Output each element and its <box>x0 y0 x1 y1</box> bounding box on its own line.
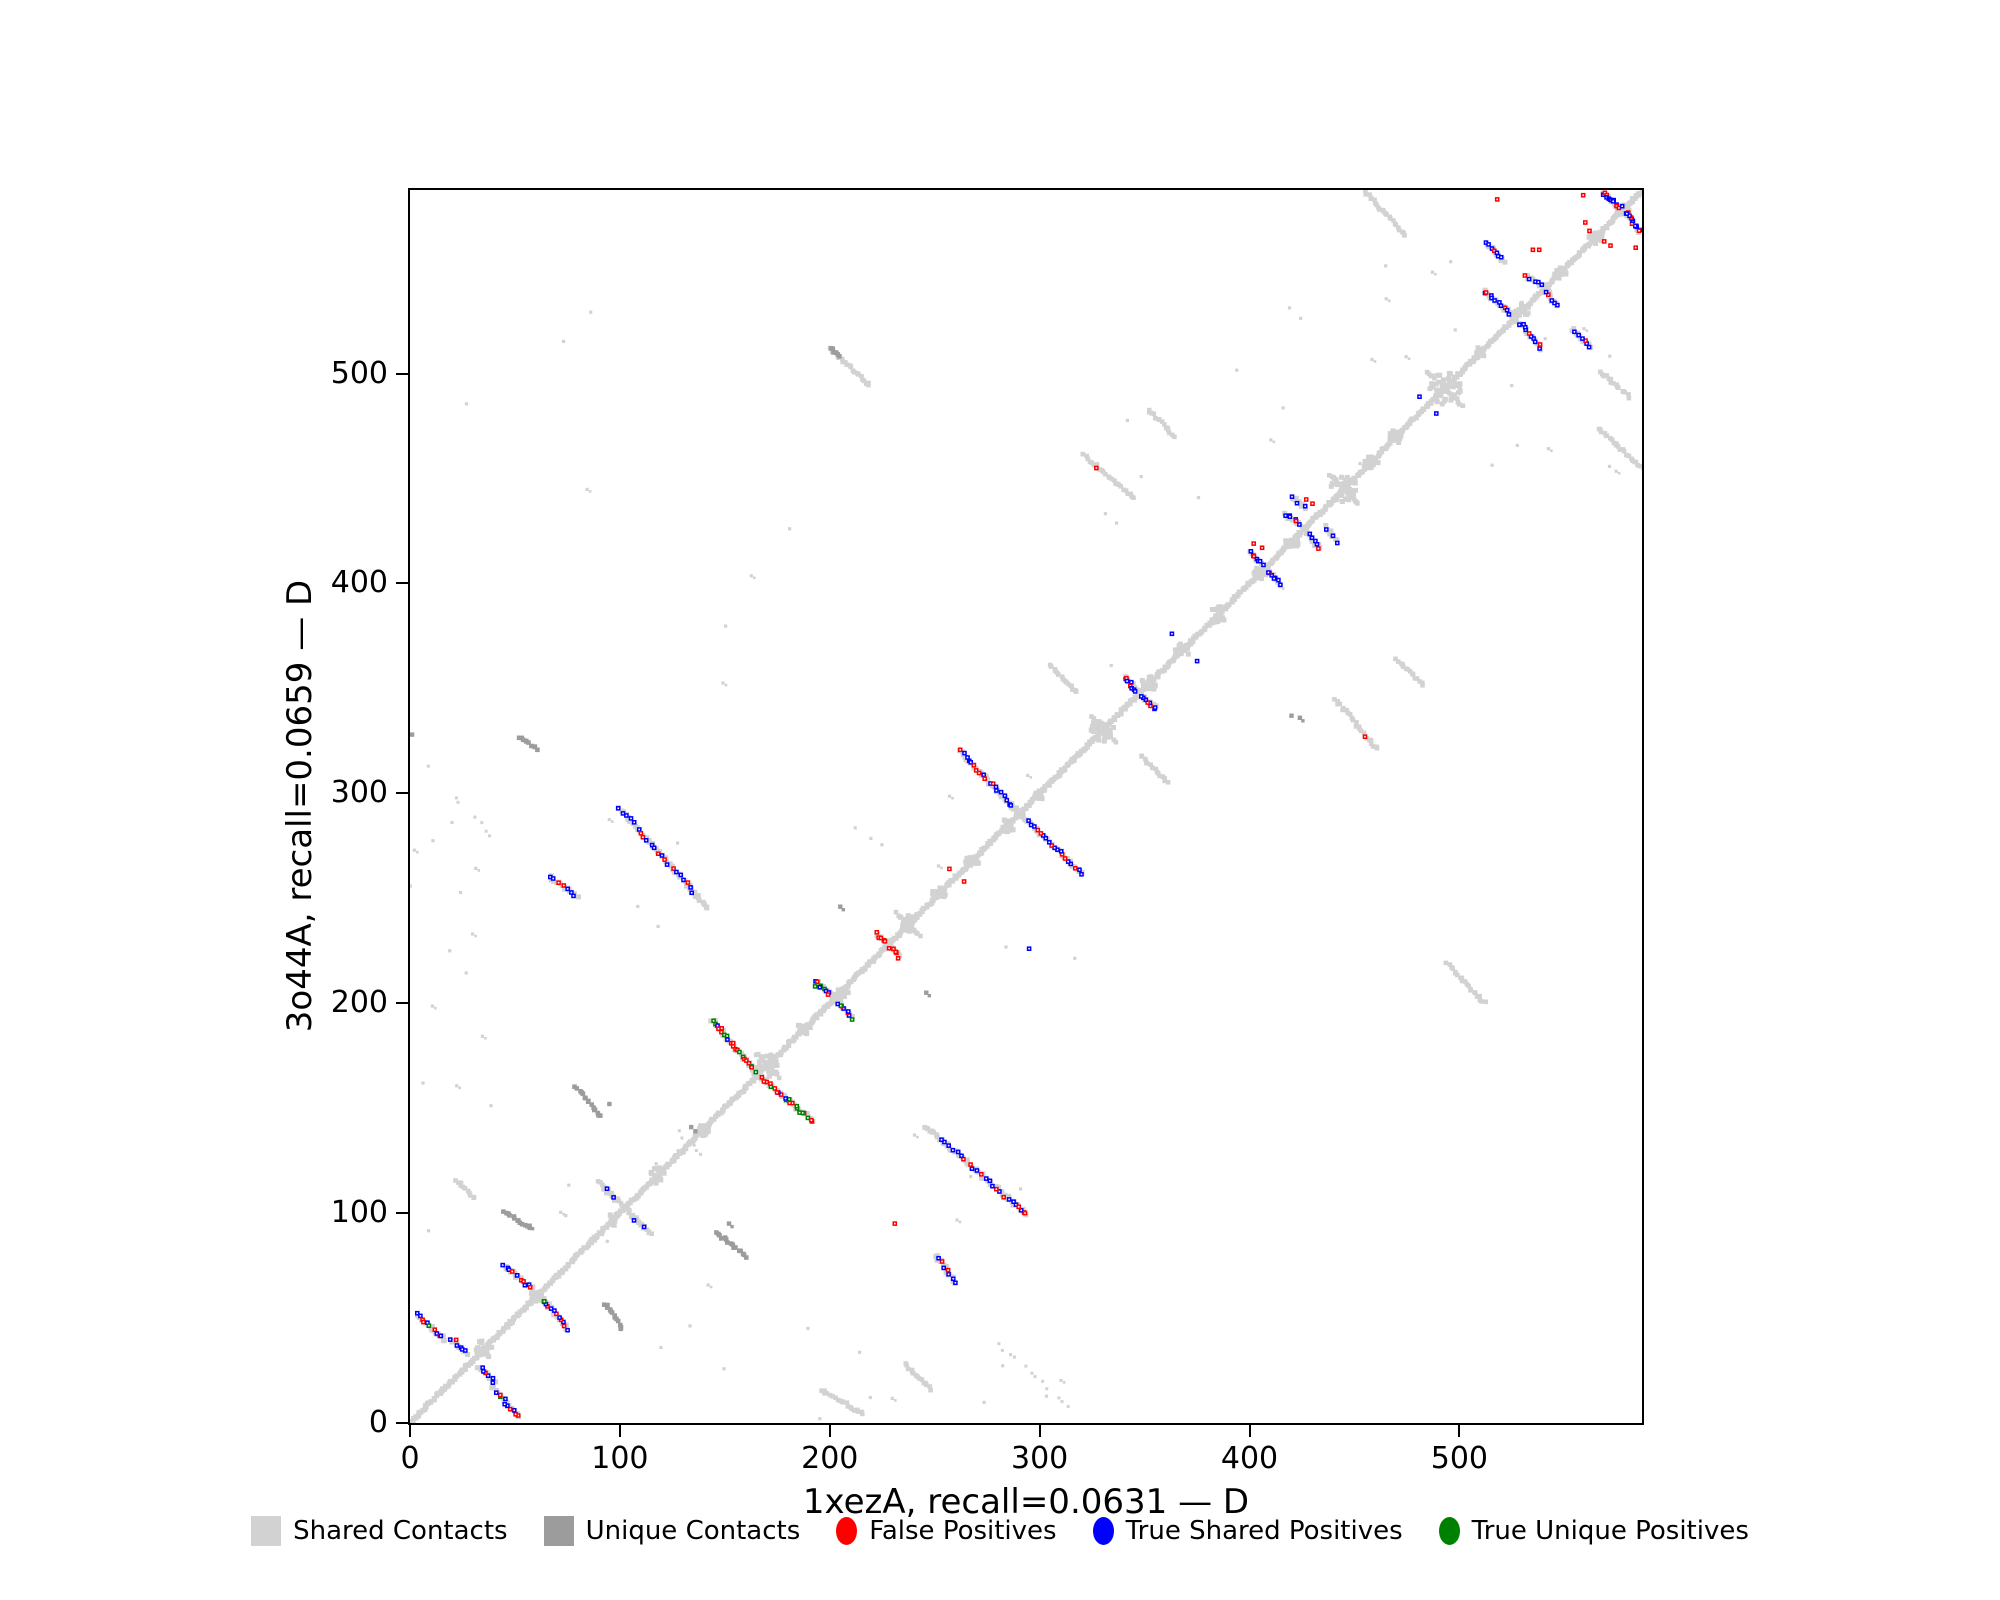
plot-area <box>408 188 1644 1425</box>
legend-label: Unique Contacts <box>585 1516 801 1546</box>
x-axis-label: 1xezA, recall=0.0631 — D <box>802 1482 1250 1522</box>
legend-circle-swatch <box>1438 1517 1460 1545</box>
legend-label: Shared Contacts <box>293 1516 508 1546</box>
y-tick-mark <box>396 1002 408 1005</box>
y-tick-label: 400 <box>330 565 388 601</box>
legend-square-swatch <box>543 1516 574 1546</box>
legend-item: True Unique Positives <box>1438 1516 1749 1546</box>
x-tick-label: 200 <box>801 1441 859 1476</box>
legend-circle-swatch <box>1092 1517 1114 1545</box>
y-tick-label: 500 <box>330 355 388 391</box>
y-tick-label: 300 <box>330 775 388 811</box>
x-tick-label: 100 <box>591 1441 649 1476</box>
y-tick-mark <box>396 1422 408 1424</box>
legend-item: False Positives <box>836 1516 1057 1546</box>
x-tick-label: 400 <box>1220 1441 1279 1476</box>
y-tick-mark <box>396 372 408 375</box>
contact-map-canvas <box>410 190 1642 1423</box>
x-tick-label: 300 <box>1011 1441 1069 1476</box>
legend-item: Shared Contacts <box>251 1516 508 1546</box>
legend: Shared Contacts Unique Contacts False Posi… <box>0 1516 2000 1546</box>
legend-item: True Shared Positives <box>1092 1516 1403 1546</box>
y-tick-label: 100 <box>330 1195 388 1231</box>
y-tick-label: 200 <box>330 985 388 1021</box>
legend-item: Unique Contacts <box>543 1516 801 1546</box>
legend-label: True Shared Positives <box>1125 1516 1403 1546</box>
x-tick-mark <box>1458 1425 1461 1437</box>
legend-square-swatch <box>251 1516 282 1546</box>
y-tick-label: 0 <box>368 1405 388 1440</box>
x-tick-mark <box>1248 1425 1251 1437</box>
legend-label: True Unique Positives <box>1471 1516 1749 1546</box>
y-tick-mark <box>396 792 408 795</box>
x-tick-label: 500 <box>1430 1441 1489 1476</box>
x-tick-mark <box>1038 1425 1041 1437</box>
legend-circle-swatch <box>836 1517 858 1545</box>
legend-label: False Positives <box>869 1516 1057 1546</box>
y-tick-mark <box>396 1212 408 1215</box>
x-tick-mark <box>409 1425 411 1437</box>
x-tick-label: 0 <box>400 1441 420 1476</box>
y-tick-mark <box>396 582 408 585</box>
x-tick-mark <box>618 1425 621 1437</box>
x-tick-mark <box>828 1425 831 1437</box>
